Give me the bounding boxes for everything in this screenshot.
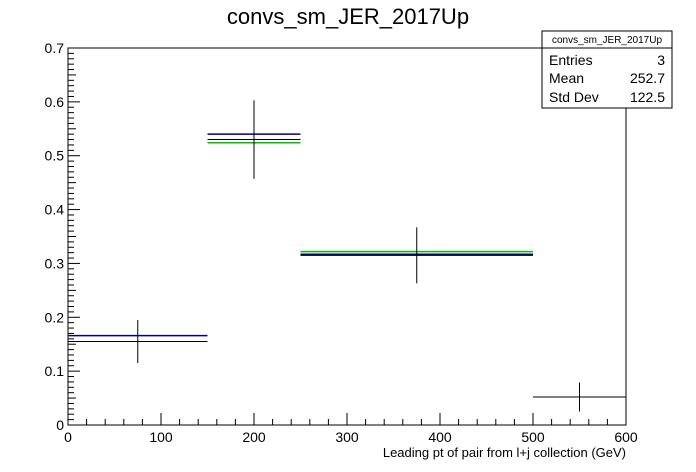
y-tick-label: 0.5 bbox=[45, 148, 65, 164]
stats-box-title: convs_sm_JER_2017Up bbox=[552, 35, 662, 46]
y-axis-ticks bbox=[68, 47, 80, 426]
stats-stddev-value: 122.5 bbox=[630, 89, 665, 105]
stats-box: convs_sm_JER_2017Up Entries 3 Mean 252.7… bbox=[541, 30, 673, 109]
stats-mean-label: Mean bbox=[549, 70, 584, 86]
y-tick-label: 0.6 bbox=[45, 94, 65, 110]
stats-box-frame bbox=[541, 30, 673, 109]
y-tick-label: 0.7 bbox=[45, 40, 65, 56]
x-axis-tick-labels: 0 100 200 300 400 500 600 bbox=[64, 429, 638, 445]
y-tick-label: 0.3 bbox=[45, 255, 65, 271]
x-tick-label: 500 bbox=[521, 429, 545, 445]
stats-entries-value: 3 bbox=[657, 52, 665, 68]
y-tick-label: 0.4 bbox=[45, 202, 65, 218]
x-tick-label: 100 bbox=[149, 429, 173, 445]
x-tick-label: 0 bbox=[64, 429, 72, 445]
x-tick-label: 400 bbox=[428, 429, 452, 445]
y-tick-label: 0.1 bbox=[45, 363, 65, 379]
stats-stddev-label: Std Dev bbox=[549, 89, 599, 105]
series-layer bbox=[68, 100, 626, 412]
series-group bbox=[68, 100, 626, 412]
x-tick-label: 600 bbox=[614, 429, 638, 445]
x-axis-ticks bbox=[67, 413, 627, 425]
series-group bbox=[68, 133, 533, 337]
x-tick-label: 200 bbox=[242, 429, 266, 445]
x-tick-label: 300 bbox=[335, 429, 359, 445]
stats-mean-value: 252.7 bbox=[630, 70, 665, 86]
y-tick-label: 0 bbox=[56, 417, 64, 433]
chart-title: convs_sm_JER_2017Up bbox=[227, 4, 469, 29]
stats-entries-label: Entries bbox=[549, 52, 593, 68]
x-axis-title: Leading pt of pair from l+j collection (… bbox=[383, 445, 626, 460]
y-tick-label: 0.2 bbox=[45, 309, 65, 325]
series-group bbox=[207, 142, 533, 253]
y-axis-tick-labels: 0 0.1 0.2 0.3 0.4 0.5 0.6 0.7 bbox=[45, 40, 65, 433]
